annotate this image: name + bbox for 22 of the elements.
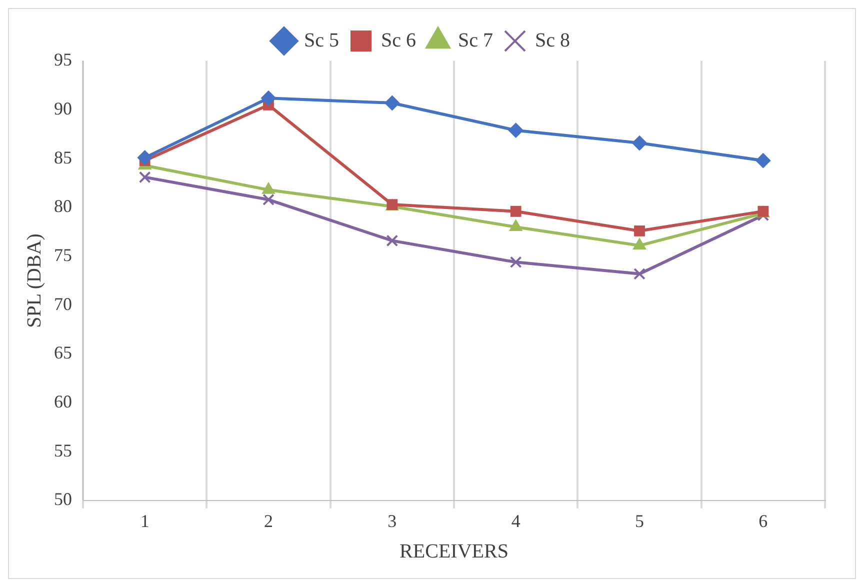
x-tick-label: 3 — [388, 510, 397, 531]
y-tick-label: 90 — [54, 98, 72, 119]
legend-label: Sc 5 — [304, 29, 339, 52]
x-tick-label: 2 — [264, 510, 273, 531]
x-axis-title: RECEIVERS — [400, 540, 508, 562]
y-tick-label: 65 — [54, 342, 72, 363]
y-tick-label: 85 — [54, 147, 72, 168]
y-tick-label: 50 — [54, 489, 72, 510]
y-tick-label: 55 — [54, 440, 72, 460]
legend-label: Sc 7 — [458, 29, 493, 52]
y-axis-title: SPL (DBA) — [23, 234, 46, 328]
y-tick-label: 80 — [54, 196, 72, 216]
y-tick-label: 70 — [54, 294, 72, 314]
x-tick-label: 6 — [758, 510, 768, 531]
legend-label: Sc 6 — [381, 29, 416, 52]
y-tick-label: 60 — [54, 391, 72, 412]
x-tick-label: 1 — [140, 510, 150, 531]
x-tick-label: 4 — [511, 510, 520, 531]
x-tick-label: 5 — [635, 510, 644, 531]
y-tick-label: 95 — [54, 50, 72, 70]
y-tick-label: 75 — [54, 245, 72, 266]
legend-label: Sc 8 — [535, 29, 570, 52]
